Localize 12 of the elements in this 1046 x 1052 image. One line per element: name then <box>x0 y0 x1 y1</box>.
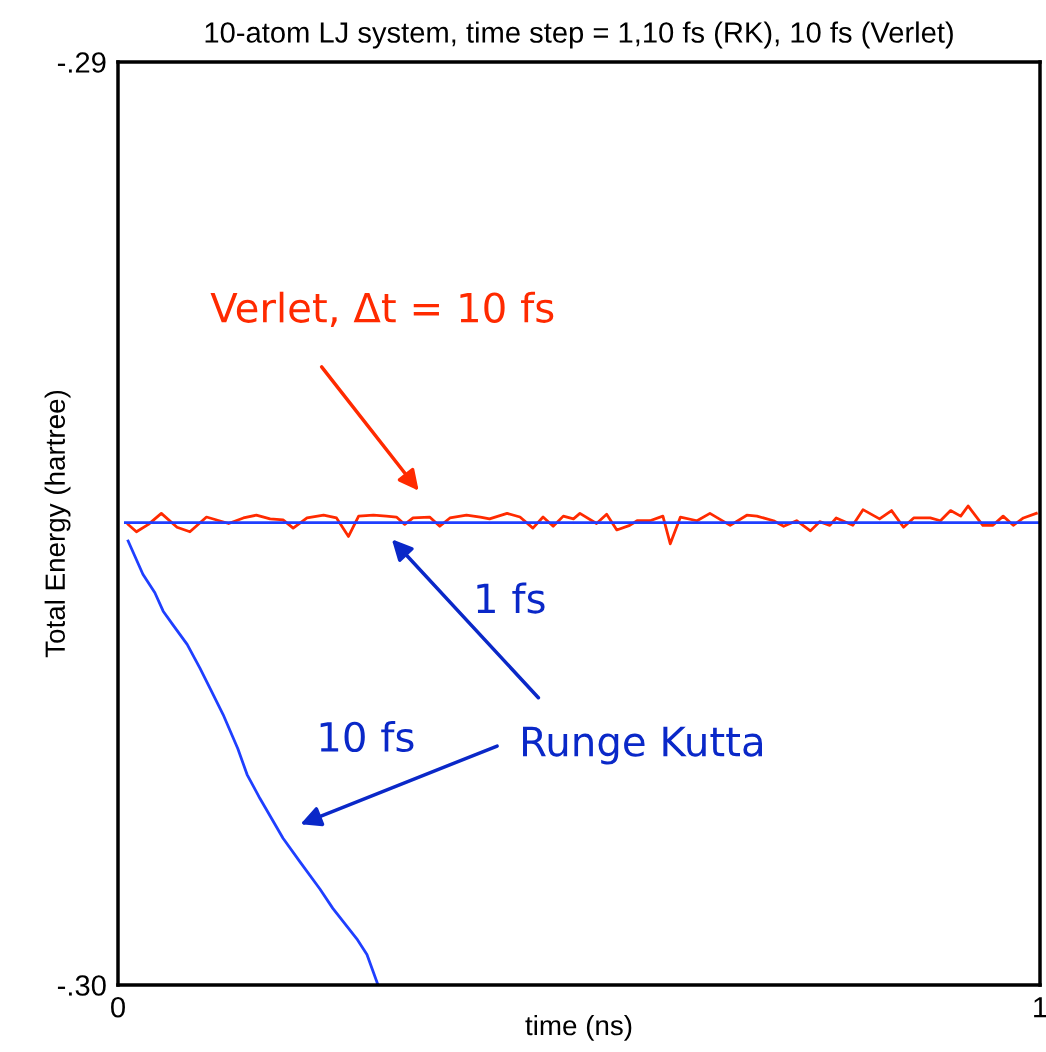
x-tick-label: 0 <box>111 996 125 1018</box>
line-series <box>126 539 380 985</box>
annotation: Verlet, Δt = 10 fs <box>210 291 554 328</box>
annotation: Runge Kutta <box>523 726 762 765</box>
y-tick-label: -.29 <box>57 52 106 73</box>
x-tick-label: 1 <box>1034 997 1046 1018</box>
y-tick-label: -.30 <box>57 975 106 996</box>
x-axis-title: time (ns) <box>525 1014 632 1041</box>
chart-title: 10-atom LJ system, time step = 1,10 fs (RK), 10 fs (Verlet) <box>205 21 953 49</box>
annotation: 1 fs <box>477 582 545 614</box>
y-axis-title: Total Energy (hartree) <box>44 390 71 658</box>
annotation: 10 fs <box>320 720 414 753</box>
